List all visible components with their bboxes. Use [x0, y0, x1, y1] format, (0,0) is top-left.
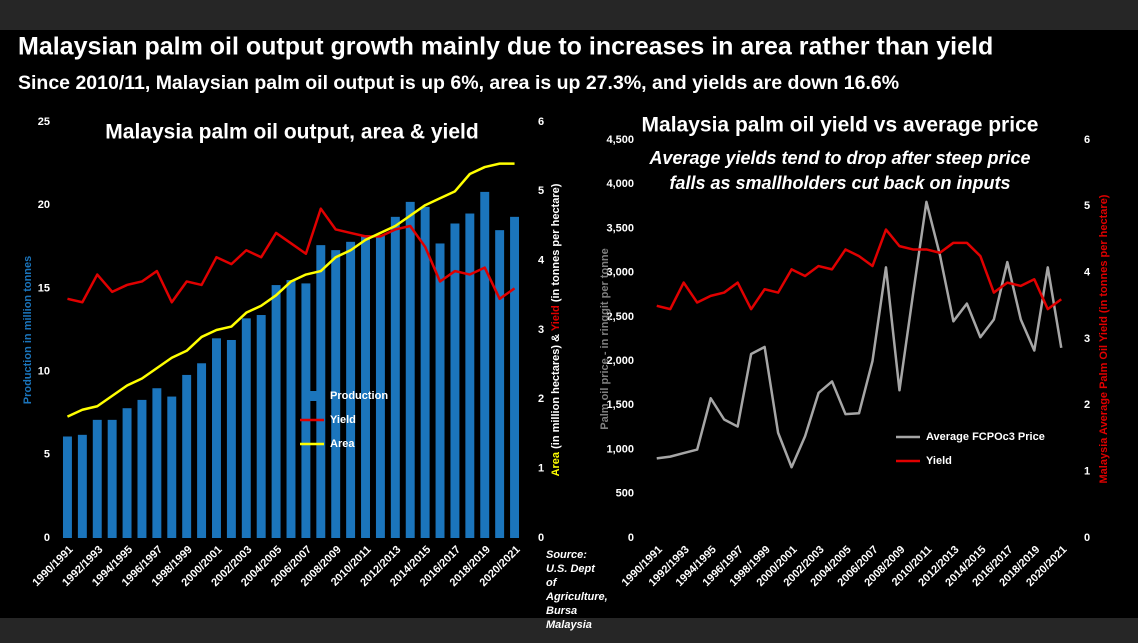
legend-label: Yield [330, 414, 356, 426]
y-tick-label: 3,500 [606, 222, 634, 234]
line [656, 228, 1063, 311]
bar [316, 245, 326, 539]
line [67, 207, 516, 304]
legend-label: Area [330, 438, 355, 450]
y2-tick-label: 2 [538, 393, 544, 405]
y-tick-label: 500 [616, 488, 634, 500]
y2-axis-label: Malaysia Average Palm Oil Yield (in tonn… [1098, 194, 1110, 483]
bar [197, 363, 207, 538]
y-tick-label: 2,500 [606, 311, 634, 323]
y-tick-label: 0 [628, 532, 634, 544]
bar [77, 434, 87, 538]
y-tick-label: 1,000 [606, 443, 634, 455]
y-tick-label: 20 [38, 199, 50, 211]
bar [465, 213, 475, 538]
bar [420, 206, 430, 538]
bar [137, 399, 147, 538]
chart-title: Malaysia palm oil output, area & yield [105, 121, 478, 144]
legend-label: Production [330, 390, 388, 402]
legend-swatch [308, 391, 318, 401]
bar [390, 216, 400, 538]
y2-axis-label-part: Area [550, 451, 562, 476]
top-band [0, 0, 1138, 30]
y2-axis-label-part: Malaysia Average Palm Oil Yield (in tonn… [1098, 194, 1110, 483]
y2-tick-label: 3 [1084, 333, 1090, 345]
source-note: Source: U.S. Dept of Agriculture, Bursa … [546, 549, 608, 631]
bar [510, 216, 520, 538]
y-tick-label: 5 [44, 449, 50, 461]
line [66, 162, 515, 418]
bar [256, 315, 266, 538]
bar [62, 436, 72, 538]
bar [241, 318, 251, 538]
bar [122, 408, 132, 538]
y2-tick-label: 0 [1084, 532, 1090, 544]
bar [152, 388, 162, 538]
bar [92, 419, 102, 538]
y2-tick-label: 2 [1084, 399, 1090, 411]
y-tick-label: 25 [38, 116, 50, 128]
y-tick-label: 1,500 [606, 399, 634, 411]
y2-tick-label: 3 [538, 324, 544, 336]
bar [346, 241, 356, 539]
bar [226, 339, 236, 538]
page-subtitle: Since 2010/11, Malaysian palm oil output… [18, 72, 899, 94]
y-tick-label: 2,000 [606, 355, 634, 367]
bar [182, 374, 192, 538]
bar [480, 191, 490, 538]
y2-tick-label: 6 [1084, 134, 1090, 146]
y2-axis-label-part: Yield [550, 305, 562, 331]
bottom-band [0, 618, 1138, 643]
bar [405, 201, 415, 538]
bar [271, 285, 281, 538]
y2-tick-label: 4 [538, 255, 545, 267]
y2-axis-label-part: (in million hectares) & [550, 331, 562, 452]
chart-subtitle: Average yields tend to drop after steep … [649, 148, 1031, 193]
y2-tick-label: 4 [1084, 267, 1091, 279]
y-tick-label: 3,000 [606, 267, 634, 279]
bar [331, 250, 341, 539]
bar [435, 243, 445, 539]
y-tick-label: 0 [44, 532, 50, 544]
bar [361, 235, 370, 539]
line [656, 200, 1063, 469]
bar [167, 396, 177, 538]
y2-tick-label: 6 [538, 116, 544, 128]
y2-axis-label-part: (in tonnes per hectare) [550, 183, 562, 305]
page-title: Malaysian palm oil output growth mainly … [18, 33, 993, 61]
y2-tick-label: 5 [1084, 200, 1090, 212]
bar [301, 283, 311, 538]
y-tick-label: 4,500 [606, 134, 634, 146]
y-axis-label: Production in million tonnes [22, 256, 34, 405]
y2-tick-label: 0 [538, 532, 544, 544]
chart-title: Malaysia palm oil yield vs average price [642, 114, 1039, 137]
bar [107, 419, 117, 538]
bar [375, 235, 385, 539]
bar [450, 223, 460, 538]
y2-axis-label: Area (in million hectares) & Yield (in t… [550, 183, 562, 476]
bar [212, 338, 221, 538]
y2-tick-label: 5 [538, 185, 544, 197]
y-tick-label: 4,000 [606, 178, 634, 190]
bar [495, 230, 505, 538]
bar [286, 280, 296, 538]
y2-tick-label: 1 [538, 463, 544, 475]
y2-tick-label: 1 [1084, 466, 1090, 478]
y-tick-label: 15 [38, 282, 50, 294]
legend-label: Yield [926, 455, 952, 467]
y-tick-label: 10 [38, 366, 50, 378]
y-axis-label: Palm oil price - in ringgit per tonne [599, 248, 611, 430]
legend-label: Average FCPOc3 Price [926, 431, 1045, 443]
